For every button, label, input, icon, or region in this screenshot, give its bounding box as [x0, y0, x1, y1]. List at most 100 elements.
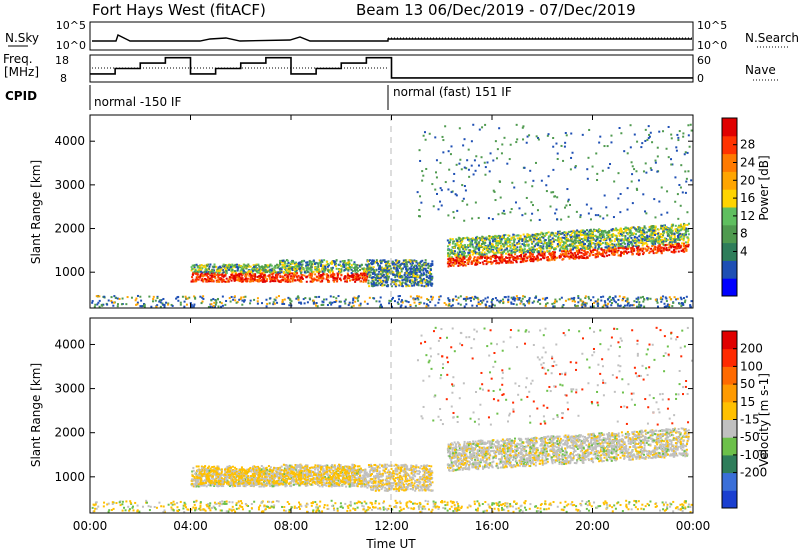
heatmap-cell [333, 274, 336, 277]
heatmap-cell [640, 241, 643, 244]
heatmap-cell [353, 261, 356, 264]
heatmap-cell [637, 228, 640, 231]
heatmap-cell [245, 275, 248, 278]
heatmap-cell [217, 273, 220, 276]
heatmap-cell [288, 273, 291, 276]
heatmap-cell [679, 223, 682, 226]
heatmap-cell [414, 276, 417, 279]
heatmap-cell [326, 265, 329, 268]
heatmap-cell [361, 277, 364, 280]
heatmap-cell [264, 271, 267, 274]
heatmap-cell [673, 240, 676, 243]
heatmap-cell [239, 273, 242, 276]
heatmap-cell [420, 201, 423, 204]
heatmap-cell [640, 239, 643, 242]
heatmap-cell [400, 270, 403, 273]
heatmap-cell [569, 235, 572, 238]
heatmap-cell [375, 277, 378, 280]
heatmap-cell [287, 267, 290, 270]
heatmap-cell [556, 245, 559, 248]
heatmap-cell [623, 228, 626, 231]
heatmap-cell [682, 228, 685, 231]
heatmap-cell [255, 279, 258, 282]
heatmap-cell [314, 278, 317, 281]
heatmap-cell [477, 237, 480, 240]
heatmap-cell [344, 280, 347, 283]
heatmap-cell [343, 277, 346, 280]
heatmap-cell [614, 250, 617, 253]
heatmap-cell [279, 270, 282, 273]
heatmap-cell [481, 235, 484, 238]
heatmap-cell [531, 248, 534, 251]
heatmap-cell [355, 276, 358, 279]
heatmap-cell [421, 279, 424, 282]
heatmap-cell [622, 231, 625, 234]
heatmap-cell [613, 234, 616, 237]
heatmap-cell [571, 252, 574, 255]
heatmap-cell [316, 305, 319, 308]
heatmap-cell [563, 246, 566, 249]
heatmap-cell [517, 240, 520, 243]
heatmap-cell [282, 263, 285, 266]
heatmap-cell [323, 273, 326, 276]
heatmap-cell [269, 271, 272, 274]
heatmap-cell [390, 285, 393, 288]
power-scatter [91, 123, 693, 308]
heatmap-cell [301, 274, 304, 277]
heatmap-cell [283, 267, 286, 270]
heatmap-cell [355, 265, 358, 268]
heatmap-cell [238, 276, 241, 279]
heatmap-cell [609, 295, 612, 298]
nsky-tick-top: 10^5 [56, 19, 86, 32]
heatmap-cell [356, 276, 359, 279]
heatmap-cell [533, 234, 536, 237]
heatmap-cell [154, 299, 157, 302]
heatmap-cell [423, 261, 426, 264]
heatmap-cell [430, 278, 433, 281]
heatmap-cell [593, 301, 596, 304]
heatmap-cell [674, 246, 677, 249]
heatmap-cell [682, 303, 685, 306]
heatmap-cell [665, 237, 668, 240]
heatmap-cell [613, 248, 616, 251]
heatmap-cell [236, 276, 239, 279]
heatmap-cell [388, 265, 391, 268]
heatmap-cell [681, 242, 684, 245]
heatmap-cell [419, 301, 422, 304]
heatmap-cell [361, 272, 364, 275]
heatmap-cell [202, 295, 205, 298]
heatmap-cell [536, 232, 539, 235]
heatmap-cell [417, 282, 420, 285]
heatmap-cell [272, 272, 275, 275]
heatmap-cell [589, 218, 592, 221]
heatmap-cell [472, 238, 475, 241]
heatmap-cell [418, 262, 421, 265]
heatmap-cell [456, 251, 459, 254]
heatmap-cell [618, 244, 621, 247]
heatmap-cell [224, 303, 227, 306]
heatmap-cell [252, 264, 255, 267]
heatmap-cell [660, 300, 663, 303]
heatmap-cell [632, 304, 635, 307]
heatmap-cell [581, 302, 584, 305]
heatmap-cell [521, 260, 524, 263]
heatmap-cell [569, 239, 572, 242]
heatmap-cell [472, 246, 475, 249]
heatmap-cell [298, 279, 301, 282]
heatmap-cell [229, 266, 232, 269]
heatmap-cell [272, 303, 275, 306]
heatmap-cell [219, 273, 222, 276]
heatmap-cell [676, 297, 679, 300]
heatmap-cell [621, 245, 624, 248]
heatmap-cell [397, 273, 400, 276]
heatmap-cell [537, 237, 540, 240]
heatmap-cell [535, 248, 538, 251]
heatmap-cell [349, 279, 352, 282]
heatmap-cell [495, 157, 498, 160]
heatmap-cell [321, 260, 324, 263]
heatmap-cell [626, 228, 629, 231]
heatmap-cell [617, 246, 620, 249]
heatmap-cell [375, 269, 378, 272]
heatmap-cell [597, 235, 600, 238]
heatmap-cell [244, 295, 247, 298]
